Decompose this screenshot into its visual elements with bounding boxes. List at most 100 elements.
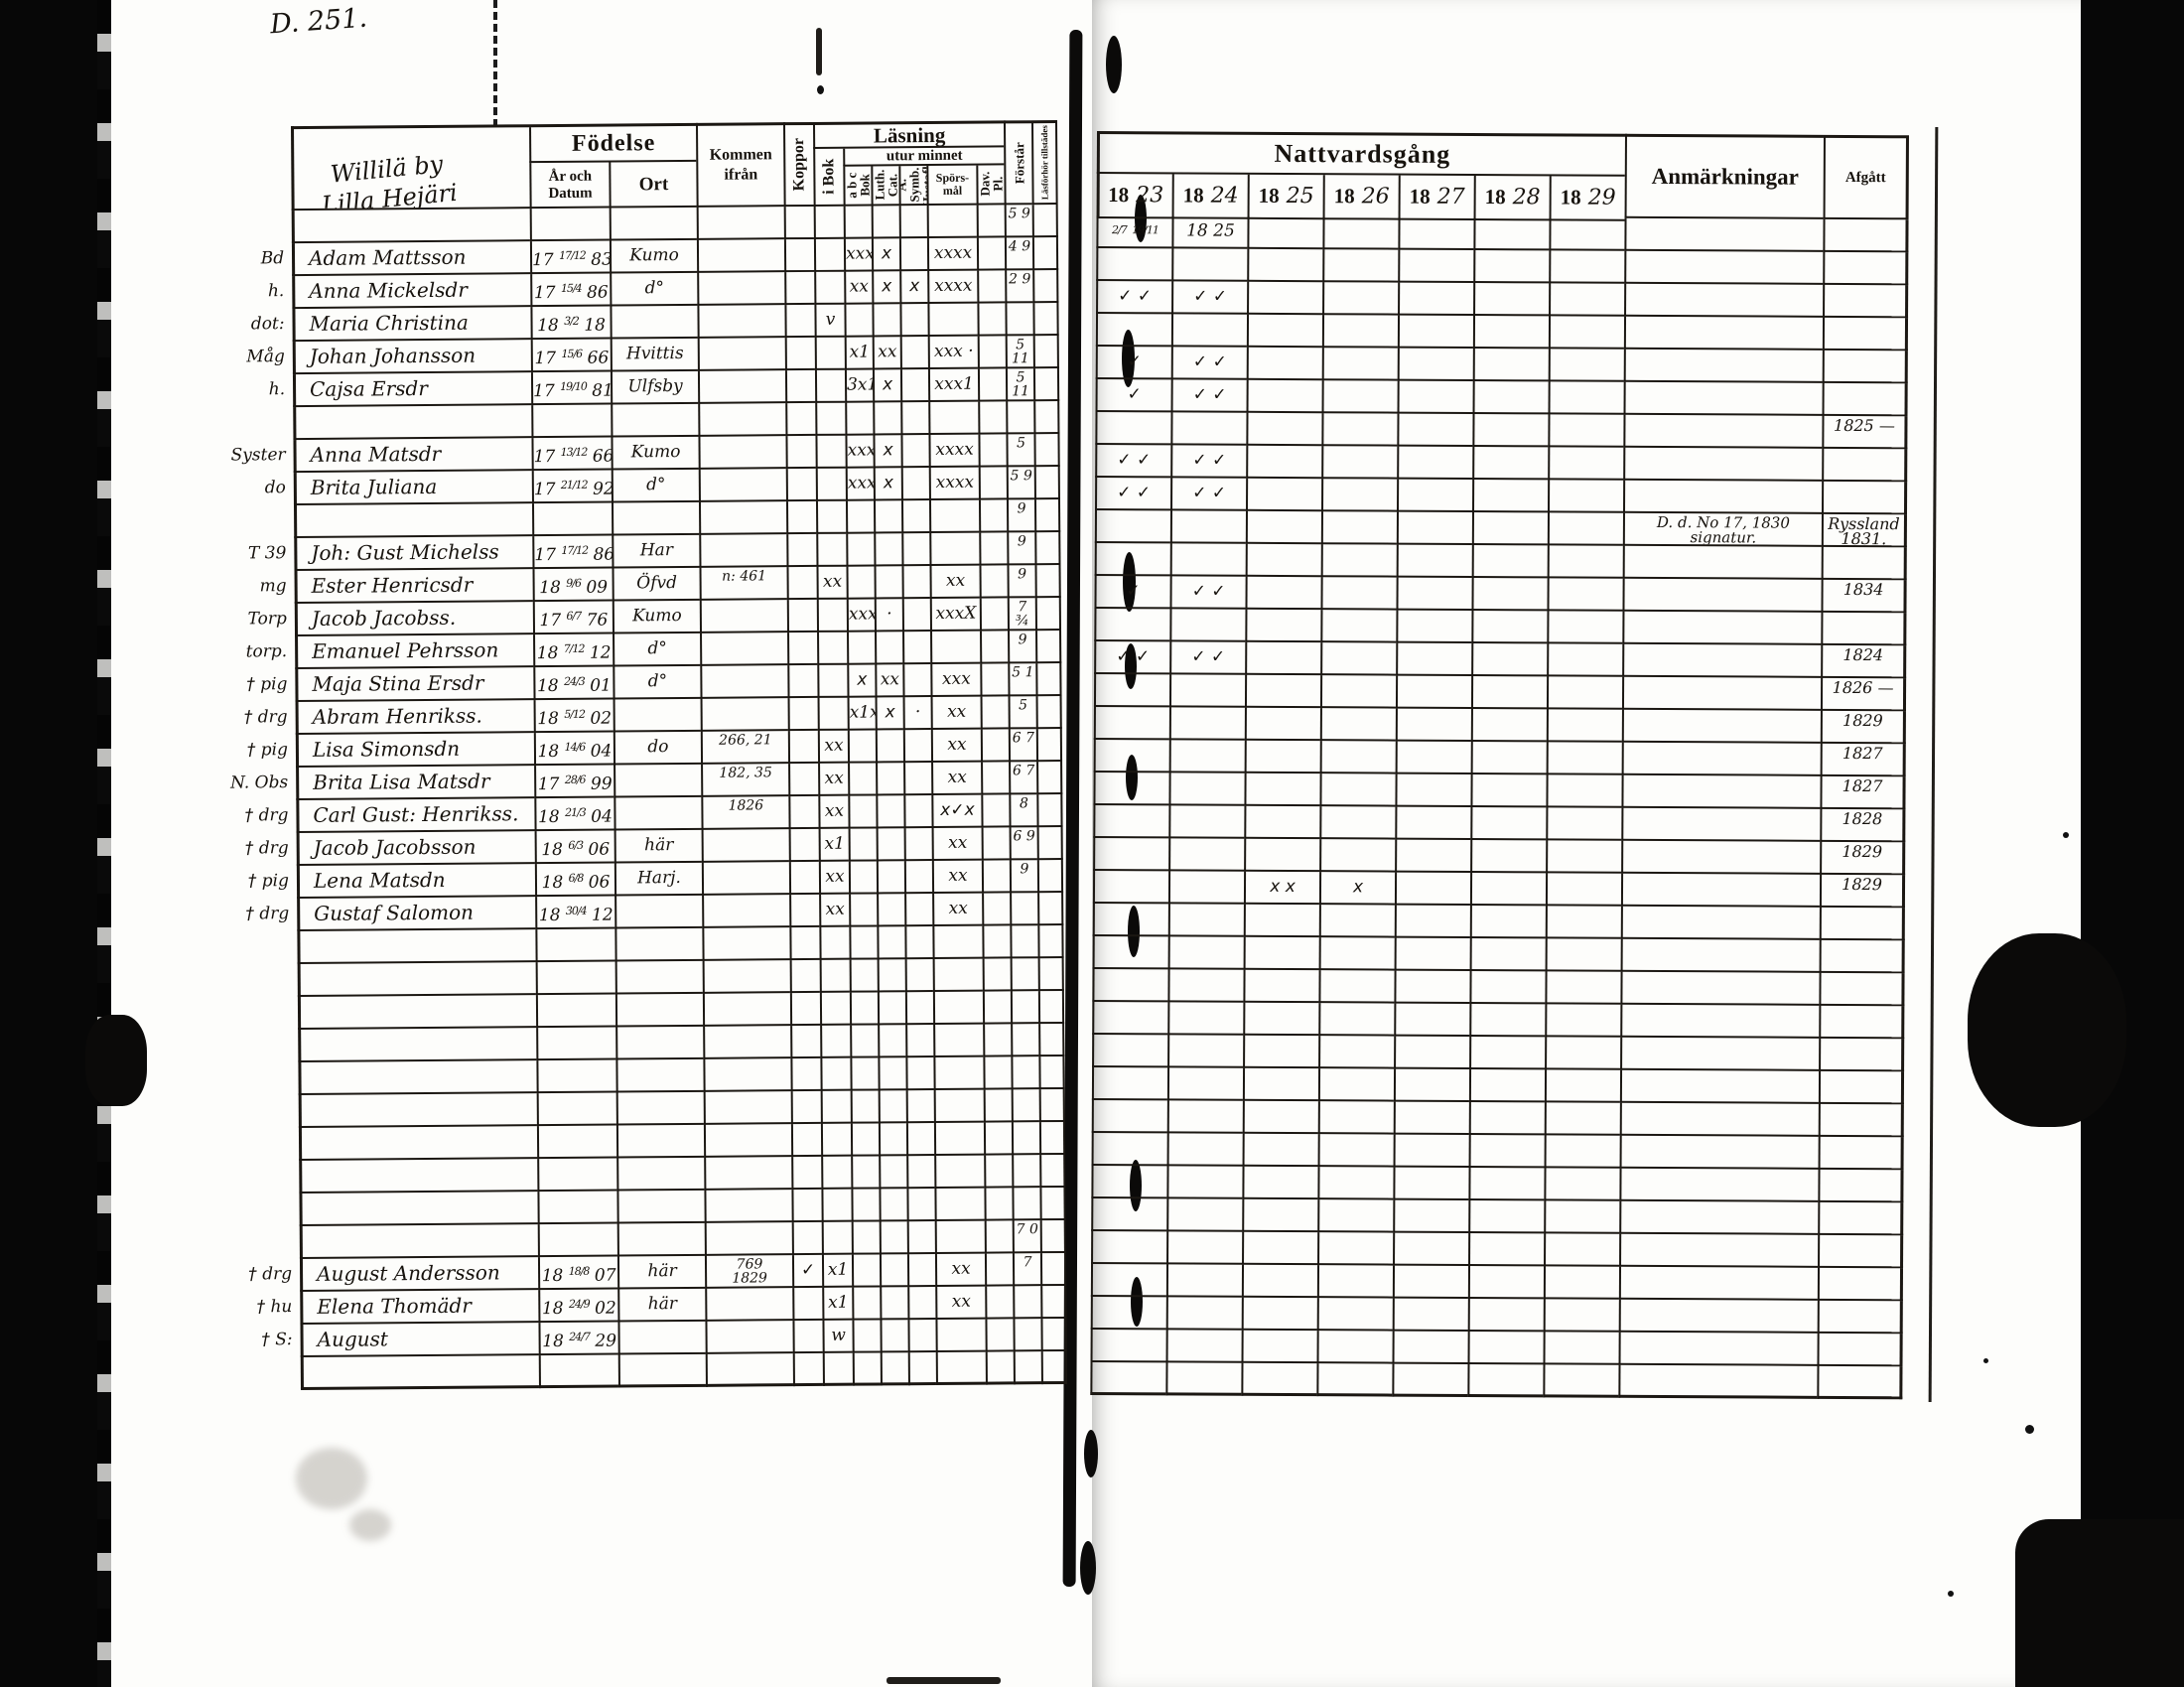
cell-forstar xyxy=(1013,1286,1041,1320)
cell-kom xyxy=(696,239,785,273)
cell-afg: 1826 — xyxy=(1820,677,1907,712)
cell-name: Maja Stina Ersdr xyxy=(295,667,534,703)
cell-afg xyxy=(1817,1365,1903,1400)
cell-n24 xyxy=(1170,412,1247,446)
cell-dav xyxy=(983,1024,1012,1057)
cell-n24: ✓ ✓ xyxy=(1169,576,1246,610)
cell-spors xyxy=(934,1155,985,1190)
cell-ort: här xyxy=(617,1288,706,1323)
cell-symb xyxy=(902,730,932,764)
cell-abc xyxy=(848,795,877,829)
cell-n27 xyxy=(1394,1003,1470,1037)
cell-n24: ✓ ✓ xyxy=(1170,379,1247,413)
cell-symb xyxy=(904,894,933,927)
header-anmarkningar: Anmärkningar xyxy=(1624,133,1824,219)
cell-ibok xyxy=(815,435,846,469)
cell-fold xyxy=(1035,695,1062,730)
cell-afg xyxy=(1823,218,1909,253)
cell-symb xyxy=(902,664,931,698)
cell-luth xyxy=(880,1352,908,1386)
cell-n25 xyxy=(1245,543,1321,578)
cell-n26 xyxy=(1322,282,1399,316)
cell-ibok xyxy=(815,500,847,534)
cell-n27 xyxy=(1394,970,1470,1004)
cell-birth: 17 13/12 66 xyxy=(531,437,612,472)
year-header-row: 18 23 18 24 18 25 18 26 18 27 18 28 18 29 xyxy=(1096,173,1625,221)
left-table: Willilä by Lilla Hejäri Födelse År och D… xyxy=(174,120,1067,1391)
cell-luth xyxy=(878,1090,906,1124)
cell-ibok: v xyxy=(814,304,845,338)
cell-n27 xyxy=(1398,216,1474,250)
cell-name: Jacob Jacobss. xyxy=(294,602,534,637)
cell-n24 xyxy=(1167,969,1244,1003)
cell-abc xyxy=(852,1352,881,1386)
cell-ort: Kumo xyxy=(611,436,699,471)
cell-forstar xyxy=(1010,893,1038,926)
cell-luth xyxy=(877,992,906,1026)
cell-n27 xyxy=(1397,380,1473,414)
cell-pre xyxy=(182,1194,299,1227)
cell-ort xyxy=(616,1157,705,1192)
ink-blob xyxy=(1084,1430,1098,1477)
cell-n24 xyxy=(1168,773,1245,806)
cell-n25 xyxy=(1242,1166,1318,1200)
cell-spors: xxxx xyxy=(927,270,978,305)
cell-kop xyxy=(788,795,819,830)
cell-spors: xx xyxy=(930,729,982,764)
cell-kop xyxy=(789,894,820,928)
cell-symb xyxy=(900,500,930,534)
cell-n27 xyxy=(1396,544,1472,578)
cell-n24 xyxy=(1167,1002,1244,1036)
cell-kom: n: 461 xyxy=(699,567,787,601)
cell-luth xyxy=(876,861,905,895)
cell-afg: 1827 xyxy=(1820,743,1906,777)
cell-abc xyxy=(846,533,875,567)
cell-name: Elena Thomädr xyxy=(300,1290,539,1326)
right-table-body: 2/7 19/11 18 25 ✓ ✓ ✓ ✓ ✓ ✓ ✓ ✓ ✓ ✓ 1825 — ✓ ✓ ✓ ✓… xyxy=(1090,214,1909,1400)
cell-birth: 17 17/12 83 xyxy=(529,240,611,275)
cell-ort: här xyxy=(614,829,702,864)
cell-ort xyxy=(614,993,704,1028)
cell-n25 xyxy=(1243,1002,1319,1037)
cell-ort: Ulfsby xyxy=(610,370,699,405)
cell-n28 xyxy=(1470,773,1547,808)
cell-n25 xyxy=(1246,314,1323,349)
cell-fold xyxy=(1034,597,1062,632)
cell-luth xyxy=(878,1025,906,1058)
cell-kop xyxy=(783,206,814,240)
cell-n28 xyxy=(1473,282,1550,317)
cell-ibok: x1 xyxy=(821,1254,853,1288)
cell-name xyxy=(297,962,536,998)
ink-blob xyxy=(1106,36,1122,93)
cell-dav xyxy=(983,1056,1012,1090)
cell-luth: x xyxy=(871,238,900,272)
cell-symb xyxy=(903,795,932,829)
cell-anm xyxy=(1619,1135,1819,1170)
cell-forstar: 7 0 xyxy=(1012,1220,1040,1254)
cell-n23: ✓ ✓ xyxy=(1094,477,1171,511)
cell-spors: xxxx xyxy=(928,434,979,469)
cell-pre xyxy=(180,931,297,965)
cell-luth xyxy=(871,206,899,239)
cell-kop xyxy=(792,1352,823,1387)
year-header: 18 25 xyxy=(1247,174,1323,220)
cell-afg xyxy=(1819,1005,1905,1040)
table-row: ✓ ✓ ✓ ✓ xyxy=(1096,280,1909,319)
cell-n28 xyxy=(1473,249,1550,284)
cell-n23 xyxy=(1093,772,1169,806)
cell-kom xyxy=(705,1353,793,1387)
cell-fold xyxy=(1038,1121,1066,1156)
cell-luth: x xyxy=(873,468,901,501)
cell-n23 xyxy=(1094,542,1170,577)
cell-dav xyxy=(977,368,1007,402)
cell-abc xyxy=(848,763,877,796)
cell-n24 xyxy=(1170,314,1248,348)
cell-n28 xyxy=(1468,1068,1546,1103)
cell-n24 xyxy=(1168,805,1245,839)
cell-birth: 17 28/6 99 xyxy=(534,765,614,799)
cell-ort xyxy=(614,927,703,962)
cell-dav xyxy=(979,565,1008,599)
cell-n26 xyxy=(1320,544,1397,578)
cell-pre: h. xyxy=(268,379,286,400)
cell-abc: xxx xyxy=(845,468,874,501)
